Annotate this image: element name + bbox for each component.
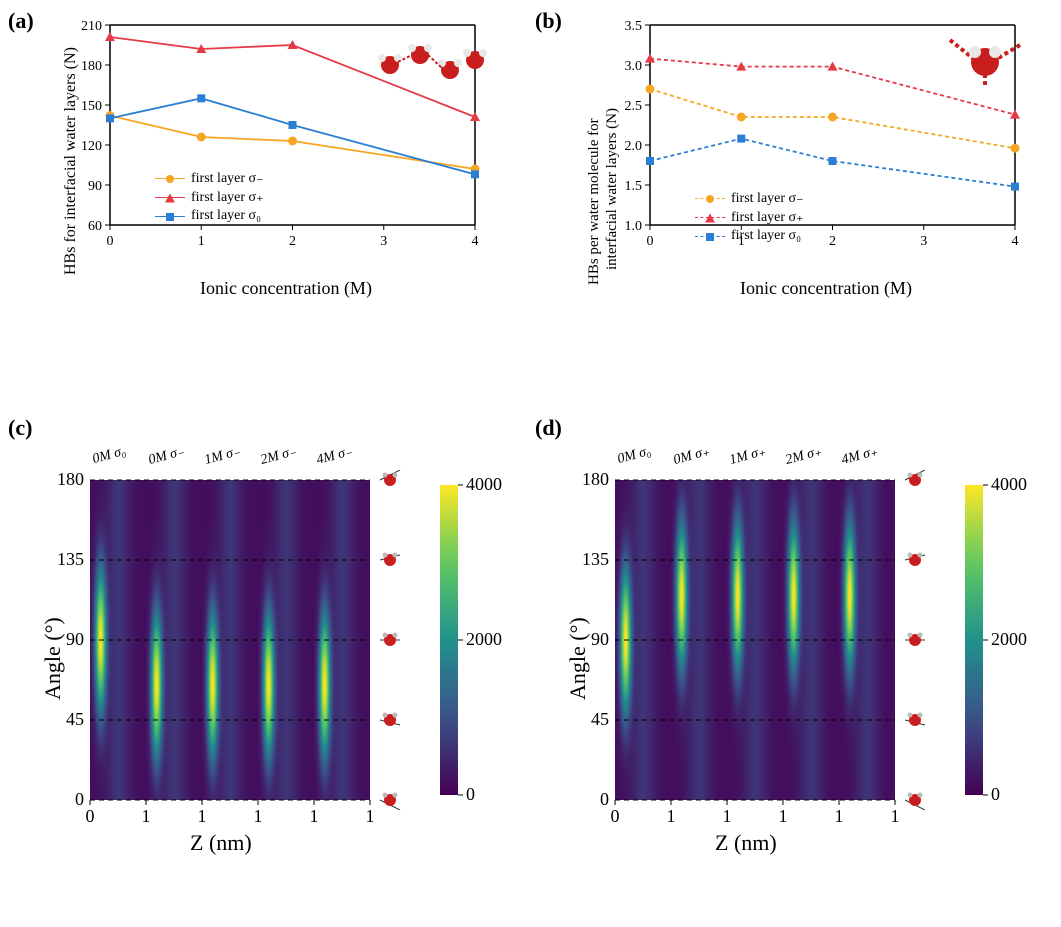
legend-label: first layer σ₀ [731, 228, 801, 244]
svg-text:1.0: 1.0 [625, 219, 643, 234]
svg-text:1.5: 1.5 [625, 179, 643, 194]
water-molecules-icon [370, 30, 490, 90]
panel-d-label: (d) [535, 415, 562, 441]
heatmap-c-xlabel: Z (nm) [190, 830, 252, 856]
svg-text:180: 180 [57, 470, 84, 489]
chart-a-xlabel: Ionic concentration (M) [200, 278, 372, 299]
legend-label: first layer σ₋ [191, 170, 263, 187]
svg-text:2: 2 [289, 234, 296, 249]
svg-text:0: 0 [991, 784, 1000, 804]
svg-text:0: 0 [86, 806, 95, 826]
svg-text:0: 0 [647, 234, 654, 249]
svg-text:2000: 2000 [991, 629, 1027, 649]
svg-text:0: 0 [466, 784, 475, 804]
legend-label: first layer σ₀ [191, 208, 261, 224]
heatmap-column-label: 2M σ₊ [784, 443, 824, 469]
svg-text:180: 180 [582, 470, 609, 489]
heatmap-column-label: 1M σ₊ [728, 443, 768, 469]
svg-text:4: 4 [472, 234, 479, 249]
svg-text:1: 1 [667, 806, 676, 826]
heatmap-column-label: 2M σ₋ [259, 443, 299, 469]
heatmap-column-label: 4M σ₋ [315, 443, 355, 469]
heatmap-d-xlabel: Z (nm) [715, 830, 777, 856]
chart-b-ylabel-line1: HBs per water molecule for [586, 15, 603, 285]
orientation-icons [897, 470, 947, 810]
svg-text:4: 4 [1012, 234, 1019, 249]
svg-text:0: 0 [611, 806, 620, 826]
chart-b-legend: first layer σ₋ first layer σ₊ first laye… [695, 190, 803, 246]
svg-text:90: 90 [66, 629, 84, 649]
svg-text:45: 45 [591, 709, 609, 729]
svg-text:3.0: 3.0 [625, 59, 643, 74]
heatmap-column-label: 1M σ₋ [203, 443, 243, 469]
legend-label: first layer σ₋ [731, 190, 803, 207]
legend-item-sigma-zero: first layer σ₀ [695, 228, 803, 244]
svg-text:120: 120 [81, 139, 102, 154]
colorbar-c: 0 2000 4000 [430, 475, 530, 805]
panel-a-label: (a) [8, 8, 34, 34]
heatmap-column-label: 4M σ₊ [840, 443, 880, 469]
svg-text:90: 90 [88, 179, 102, 194]
legend-item-sigma-zero: first layer σ₀ [155, 208, 263, 224]
svg-text:4000: 4000 [466, 475, 502, 494]
svg-text:3: 3 [920, 234, 927, 249]
svg-text:1: 1 [198, 234, 205, 249]
heatmap-column-label: 0M σ₋ [147, 443, 187, 469]
legend-item-sigma-minus: first layer σ₋ [695, 190, 803, 207]
svg-text:1: 1 [142, 806, 151, 826]
svg-text:1: 1 [779, 806, 788, 826]
legend-item-sigma-plus: first layer σ₊ [695, 209, 803, 226]
svg-text:2.0: 2.0 [625, 139, 643, 154]
orientation-icons [372, 470, 422, 810]
svg-text:150: 150 [81, 99, 102, 114]
svg-text:3: 3 [380, 234, 387, 249]
panel-c-label: (c) [8, 415, 32, 441]
svg-text:0: 0 [75, 789, 84, 809]
heatmap-c-ylabel: Angle (°) [40, 500, 66, 700]
svg-text:3.5: 3.5 [625, 19, 643, 34]
svg-text:90: 90 [591, 629, 609, 649]
heatmap-c: 045901351800111110M σ₀0M σ₋1M σ₋2M σ₋4M … [90, 480, 370, 800]
heatmap-column-label: 0M σ₀ [91, 444, 128, 468]
heatmap-d: 045901351800111110M σ₀0M σ₊1M σ₊2M σ₊4M … [615, 480, 895, 800]
chart-a-legend: first layer σ₋ first layer σ₊ first laye… [155, 170, 263, 226]
svg-text:4000: 4000 [991, 475, 1027, 494]
chart-b-xlabel: Ionic concentration (M) [740, 278, 912, 299]
svg-text:60: 60 [88, 219, 102, 234]
svg-text:180: 180 [81, 59, 102, 74]
svg-text:45: 45 [66, 709, 84, 729]
colorbar-d: 0 2000 4000 [955, 475, 1055, 805]
svg-text:1: 1 [310, 806, 319, 826]
legend-label: first layer σ₊ [191, 189, 263, 206]
svg-text:0: 0 [107, 234, 114, 249]
svg-text:2: 2 [829, 234, 836, 249]
chart-b-ylabel-line2: interfacial water layers (N) [604, 20, 621, 270]
legend-item-sigma-plus: first layer σ₊ [155, 189, 263, 206]
panel-b-label: (b) [535, 8, 562, 34]
svg-text:1: 1 [254, 806, 263, 826]
svg-text:210: 210 [81, 19, 102, 34]
svg-text:2.5: 2.5 [625, 99, 643, 114]
svg-text:1: 1 [835, 806, 844, 826]
water-molecule-icon [940, 30, 1030, 90]
heatmap-column-label: 0M σ₊ [672, 443, 712, 469]
svg-text:1: 1 [198, 806, 207, 826]
svg-text:2000: 2000 [466, 629, 502, 649]
heatmap-d-ylabel: Angle (°) [565, 500, 591, 700]
heatmap-axes: 04590135180011111 [575, 470, 915, 850]
svg-text:1: 1 [723, 806, 732, 826]
heatmap-axes: 04590135180011111 [50, 470, 390, 850]
legend-item-sigma-minus: first layer σ₋ [155, 170, 263, 187]
chart-a-ylabel: HBs for interfacial water layers (N) [62, 15, 80, 275]
heatmap-column-label: 0M σ₀ [616, 444, 653, 468]
svg-text:0: 0 [600, 789, 609, 809]
legend-label: first layer σ₊ [731, 209, 803, 226]
